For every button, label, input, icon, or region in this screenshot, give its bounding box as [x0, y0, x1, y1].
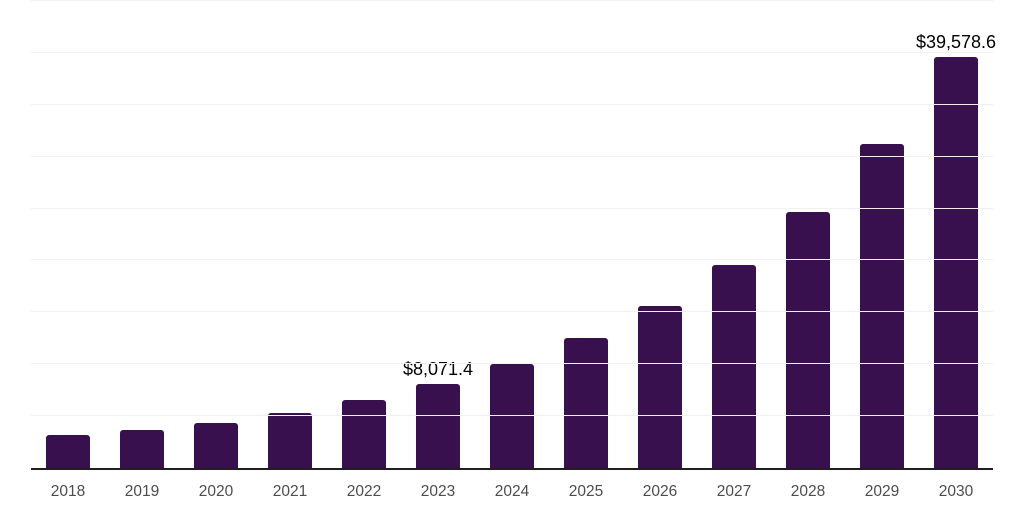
x-axis-label-2025: 2025: [568, 483, 604, 500]
x-axis-label-2030: 2030: [938, 483, 974, 500]
bar-column-2025: [549, 1, 623, 468]
gridline: [31, 415, 993, 417]
gridline: [31, 155, 993, 157]
x-axis-label-2021: 2021: [272, 483, 308, 500]
value-label-2023: $8,071.4: [402, 359, 474, 380]
bar-column-2029: [845, 1, 919, 468]
gridline: [31, 311, 993, 313]
bars: $8,071.4 $39,578.6: [31, 1, 997, 468]
gridline: [31, 207, 993, 209]
x-axis-label-2022: 2022: [346, 483, 382, 500]
bar-2026: [638, 305, 682, 468]
bar-2018: [46, 435, 90, 468]
gridline: [31, 51, 993, 53]
bar-2027: [712, 264, 756, 468]
bar-column-2023: $8,071.4: [401, 1, 475, 468]
value-label-2030: $39,578.6: [915, 32, 997, 53]
x-axis-label-2023: 2023: [420, 483, 456, 500]
bar-2021: [268, 412, 312, 468]
gridline: [31, 103, 993, 105]
bar-2023: [416, 384, 460, 468]
gridline: [31, 363, 993, 365]
bar-2022: [342, 399, 386, 468]
bar-column-2022: [327, 1, 401, 468]
bar-column-2020: [179, 1, 253, 468]
bar-column-2019: [105, 1, 179, 468]
x-axis-label-2029: 2029: [864, 483, 900, 500]
bar-column-2027: [697, 1, 771, 468]
x-axis-label-2018: 2018: [50, 483, 86, 500]
bar-column-2024: [475, 1, 549, 468]
bar-column-2026: [623, 1, 697, 468]
x-axis-label-2020: 2020: [198, 483, 234, 500]
gridline: [31, 0, 993, 1]
bar-2028: [786, 212, 830, 468]
bar-column-2030: $39,578.6: [915, 1, 997, 468]
bar-2025: [564, 338, 608, 468]
bar-column-2021: [253, 1, 327, 468]
x-axis-label-2019: 2019: [124, 483, 160, 500]
gridline: [31, 259, 993, 261]
x-axis-label-2024: 2024: [494, 483, 530, 500]
x-axis: 2018 2019 2020 2021 2022 2023 2024 2025 2026 2027…: [31, 472, 993, 512]
bar-2020: [194, 423, 238, 468]
x-axis-label-2027: 2027: [716, 483, 752, 500]
bar-column-2018: [31, 1, 105, 468]
bar-2029: [860, 144, 904, 468]
x-axis-label-2028: 2028: [790, 483, 826, 500]
bar-column-2028: [771, 1, 845, 468]
x-axis-label-2026: 2026: [642, 483, 678, 500]
bar-2030: [934, 57, 978, 468]
bar-2019: [120, 430, 164, 468]
plot-area: $8,071.4 $39,578.6: [31, 0, 997, 470]
